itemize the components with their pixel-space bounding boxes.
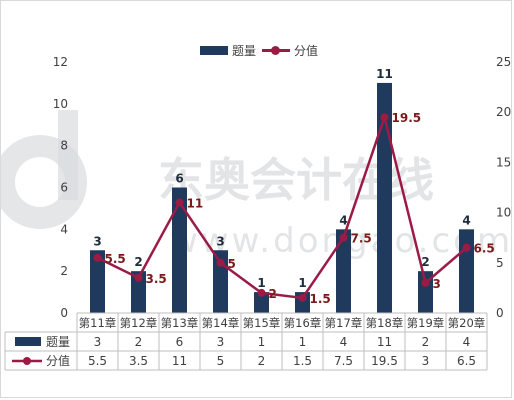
line-point xyxy=(216,258,225,267)
table-cell: 1.5 xyxy=(293,354,312,368)
bar xyxy=(90,250,105,313)
legend-bar-swatch xyxy=(200,45,228,55)
line-value-label: 19.5 xyxy=(392,111,422,125)
table-line-series-name: 分值 xyxy=(46,353,70,368)
bar-value-label: 1 xyxy=(298,276,306,290)
table-cell: 5 xyxy=(217,354,225,368)
x-category-label: 第15章 xyxy=(243,316,281,330)
y-left-tick-label: 8 xyxy=(60,139,68,153)
bar xyxy=(459,229,474,313)
table-bar-key xyxy=(15,337,41,346)
y-right-tick-label: 15 xyxy=(496,155,511,169)
line-value-label: 11 xyxy=(187,197,204,211)
table-cell: 4 xyxy=(463,335,471,349)
table-cell: 3 xyxy=(217,335,225,349)
bar-value-label: 2 xyxy=(134,255,142,269)
x-category-label: 第17章 xyxy=(325,316,363,330)
line-point xyxy=(339,233,348,242)
line-point xyxy=(298,293,307,302)
line-point xyxy=(257,288,266,297)
bar-value-label: 6 xyxy=(175,172,183,186)
bar-value-label: 11 xyxy=(376,67,393,81)
x-category-label: 第14章 xyxy=(202,316,240,330)
line-point xyxy=(175,198,184,207)
line-value-label: 2 xyxy=(269,287,277,301)
table-cell: 6 xyxy=(176,335,184,349)
line-value-label: 5.5 xyxy=(105,252,126,266)
table-cell: 3.5 xyxy=(129,354,148,368)
table-cell: 2 xyxy=(422,335,430,349)
x-category-label: 第11章 xyxy=(79,316,117,330)
y-left-tick-label: 12 xyxy=(53,55,68,69)
y-right-tick-label: 0 xyxy=(496,306,504,320)
table-line-key-marker xyxy=(23,357,31,365)
x-category-label: 第20章 xyxy=(448,316,486,330)
table-cell: 5.5 xyxy=(88,354,107,368)
series-line xyxy=(96,115,468,300)
bar xyxy=(377,82,392,314)
y-right-tick-label: 20 xyxy=(496,105,511,119)
table-cell: 7.5 xyxy=(334,354,353,368)
table-cell: 1 xyxy=(299,335,307,349)
y-right-tick-label: 10 xyxy=(496,206,511,220)
line-value-label: 3 xyxy=(433,277,441,291)
line-point xyxy=(421,278,430,287)
y-right-tick-label: 25 xyxy=(496,55,511,69)
x-category-label: 第16章 xyxy=(284,316,322,330)
bar-value-label: 1 xyxy=(257,276,265,290)
y-left-tick-label: 6 xyxy=(60,181,68,195)
x-category-label: 第18章 xyxy=(366,316,404,330)
line-value-label: 3.5 xyxy=(146,272,167,286)
bar xyxy=(336,229,351,313)
line-point xyxy=(380,113,389,122)
line-point xyxy=(93,253,102,262)
x-category-label: 第19章 xyxy=(407,316,445,330)
chart-legend: 题量 分值 xyxy=(200,40,324,60)
y-left-tick-label: 0 xyxy=(60,306,68,320)
x-category-label: 第13章 xyxy=(161,316,199,330)
bar-value-label: 3 xyxy=(216,234,224,248)
legend-line-label: 分值 xyxy=(294,43,319,58)
table-bar-series-name: 题量 xyxy=(46,335,70,349)
y-left-tick-label: 4 xyxy=(60,222,68,236)
y-right-tick-label: 5 xyxy=(496,256,504,270)
table-cell: 4 xyxy=(340,335,348,349)
bar-value-label: 3 xyxy=(93,234,101,248)
line-value-label: 5 xyxy=(228,257,236,271)
legend-line-swatch xyxy=(262,45,291,55)
table-cell: 11 xyxy=(377,335,392,349)
table-cell: 1 xyxy=(258,335,266,349)
table-cell: 2 xyxy=(258,354,266,368)
table-cell: 19.5 xyxy=(371,354,398,368)
x-category-label: 第12章 xyxy=(120,316,158,330)
y-left-tick-label: 2 xyxy=(60,264,68,278)
table-cell: 3 xyxy=(422,354,430,368)
bar xyxy=(254,292,269,313)
y-left-tick-label: 10 xyxy=(53,97,68,111)
bar xyxy=(172,187,187,313)
table-cell: 3 xyxy=(94,335,102,349)
line-value-label: 7.5 xyxy=(351,232,372,246)
line-point xyxy=(462,243,471,252)
table-cell: 11 xyxy=(172,354,187,368)
watermark-logo-stem xyxy=(58,110,78,200)
bar-value-label: 4 xyxy=(462,213,470,227)
table-cell: 2 xyxy=(135,335,143,349)
legend-bar-label: 题量 xyxy=(232,43,257,58)
line-point xyxy=(134,273,143,282)
bar-value-label: 4 xyxy=(339,213,347,227)
table-cell: 6.5 xyxy=(457,354,476,368)
line-value-label: 1.5 xyxy=(310,292,331,306)
bar-value-label: 2 xyxy=(421,255,429,269)
bar xyxy=(131,271,146,313)
line-value-label: 6.5 xyxy=(474,242,495,256)
